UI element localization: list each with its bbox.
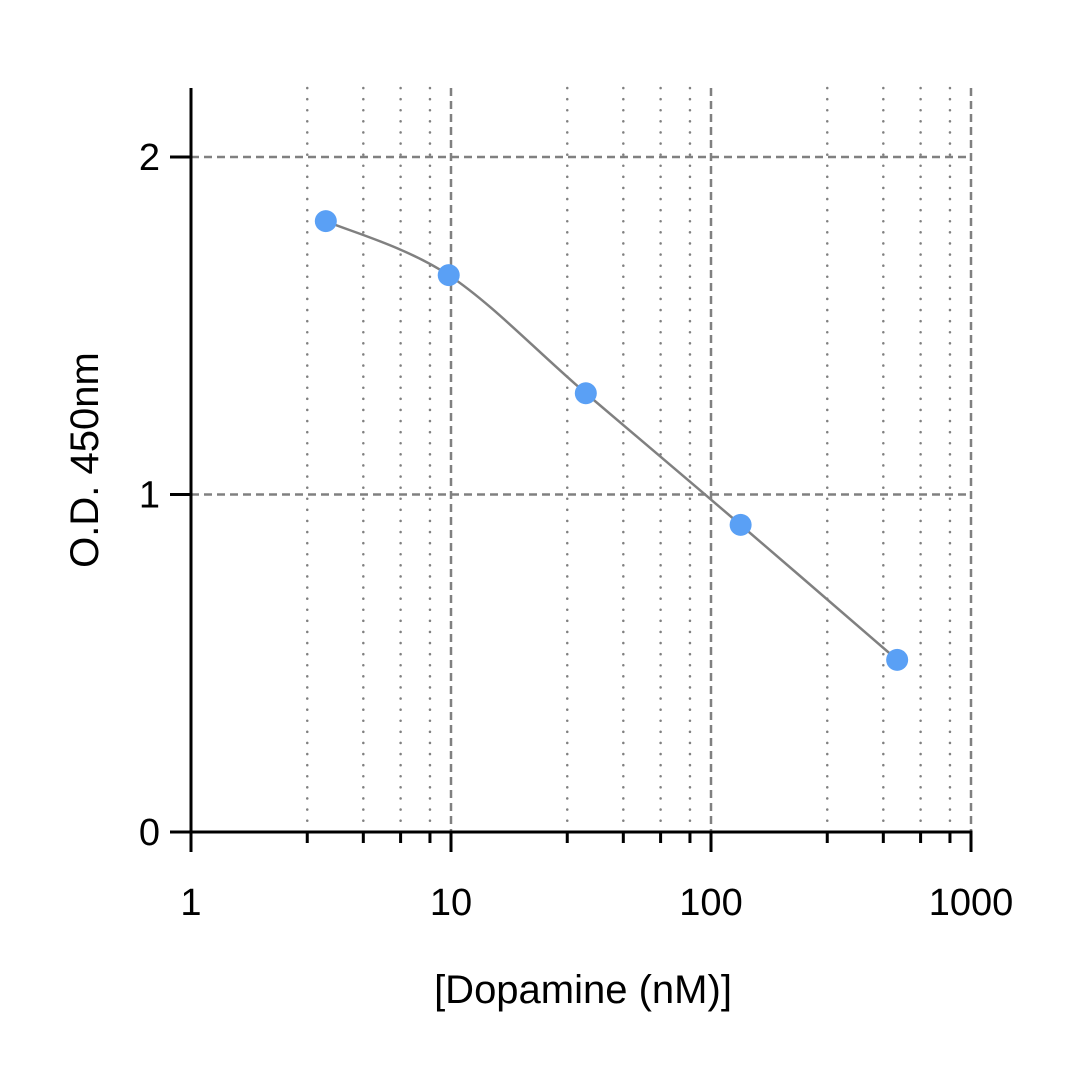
y-tick-label: 0 [139,812,160,854]
x-tick-label: 1 [180,882,201,924]
x-tick-label: 1000 [929,882,1014,924]
data-point [314,210,337,233]
x-axis-title: [Dopamine (nM)] [434,968,732,1012]
data-point [574,382,597,405]
y-axis-title: O.D. 450nm [63,352,107,568]
x-tick-labels: 1 10 100 1000 [180,882,1013,924]
y-tick-label: 1 [139,475,160,517]
data-point [437,264,460,287]
y-tick-label: 2 [139,137,160,179]
data-point [729,513,752,536]
grid [191,86,973,834]
fit-curve [325,219,898,661]
x-tick-label: 10 [430,882,472,924]
data-points [314,210,909,671]
y-tick-labels: 0 1 2 [139,137,160,854]
data-point [886,648,909,671]
ticks [170,155,973,852]
x-tick-label: 100 [679,882,742,924]
